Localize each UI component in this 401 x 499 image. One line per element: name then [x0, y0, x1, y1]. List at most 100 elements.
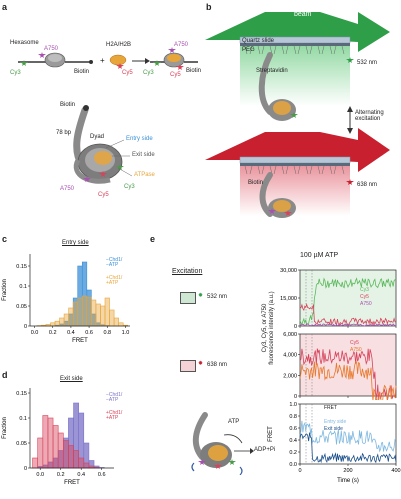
cy3-label-bottom: Cy3	[124, 184, 135, 190]
chd1-atp-illustration	[191, 412, 254, 475]
chart-d-legend-2: +Chd1/ +ATP	[106, 410, 123, 421]
x-tick-label: 200	[343, 468, 352, 474]
histogram-bar	[63, 313, 69, 327]
y-axis-label: FRET	[268, 426, 274, 442]
excitation-532-swatch	[180, 292, 196, 304]
chart-c-title: Entry side	[62, 240, 89, 246]
panel-label-a: a	[2, 2, 8, 12]
chd1-nucleosome-illustration	[73, 105, 133, 184]
legend-cy5: Cy5	[360, 294, 369, 300]
histogram-bar	[37, 437, 44, 469]
alternating-arrow-icon	[347, 106, 353, 134]
nm638-label: 638 nm	[357, 182, 378, 188]
biotin-label-right: Biotin	[186, 68, 202, 74]
cy5-label: Cy5	[122, 70, 133, 76]
green-star-icon	[346, 57, 354, 63]
histogram-bar	[42, 415, 49, 469]
atp-label: ATP	[228, 419, 240, 425]
x-tick-label: 0	[298, 468, 301, 474]
y-tick-label: 0.05	[16, 441, 27, 447]
y-tick-label: 0.0	[289, 462, 297, 468]
fret-subtitle: FRET	[324, 405, 338, 411]
histogram-bar	[109, 309, 115, 327]
x-tick-label: 0.4	[67, 330, 75, 336]
y-tick-label: 0.15	[16, 391, 27, 397]
y-tick-label: 30,000	[280, 268, 297, 274]
hexasome-icon	[18, 52, 93, 68]
histogram-bar	[113, 317, 119, 327]
biotin-label-b: Biotin	[248, 180, 264, 186]
exit-side-label: Exit side	[132, 152, 155, 158]
histogram-bar	[68, 307, 74, 327]
histogram-bar	[81, 295, 88, 327]
x-tick-label: 0.6	[98, 472, 106, 478]
histogram-bar	[83, 462, 90, 469]
legend-exit: Exit side	[324, 426, 343, 432]
peg-brush-red	[244, 165, 345, 175]
legend-a750-mid: A750	[350, 347, 362, 353]
histogram-entry-side: 0.0 0.2 0.4 0.6 0.8 1.0 0 0.05 0.1 0.15 FRET Fracti…	[2, 254, 130, 344]
histogram-bar	[72, 301, 79, 327]
y-tick-label: 6,000	[283, 332, 297, 338]
excitation-638-label: 638 nm	[207, 362, 228, 368]
panel-a-schematic	[18, 47, 198, 184]
y-tick-label: 4,000	[283, 353, 297, 359]
y-axis-label: Fraction	[2, 279, 8, 301]
cy3-trace	[299, 277, 397, 326]
h2a-h2b-label: H2A/H2B	[106, 42, 132, 48]
a750-label-bottom: A750	[60, 186, 75, 192]
excitation-label: Excitation	[172, 268, 203, 275]
legend-cy3: Cy3	[360, 287, 369, 293]
histogram-bar	[50, 322, 56, 327]
nucleosome-icon	[150, 47, 198, 70]
x-tick-label: 0.2	[57, 472, 65, 478]
plus-sign: +	[100, 56, 105, 65]
green-tirf-beam	[205, 12, 390, 106]
biotin-label-bottom: Biotin	[60, 102, 76, 108]
legend-entry: Entry side	[324, 419, 347, 425]
tirf-beam-label: TIRF beam	[294, 4, 312, 18]
x-tick-label: 0.0	[36, 472, 44, 478]
trace-fret: 0.0 0.2 0.4 0.6 0.8 1.0 0 200 400 Time (s) FRET	[268, 402, 401, 484]
legend-a750: A750	[360, 301, 372, 307]
x-axis-label: FRET	[72, 338, 88, 344]
cy5-label-bottom: Cy5	[98, 192, 109, 198]
y-tick-label: 0.1	[19, 284, 27, 290]
trace-532-excitation: 0 15,000 30,000	[280, 268, 397, 330]
biotin-label: Biotin	[74, 69, 90, 75]
atp-concentration-label: 100 µM ATP	[300, 252, 339, 259]
histogram-bar	[59, 317, 65, 327]
panel-label-d: d	[2, 370, 8, 380]
cy3-label: Cy3	[10, 70, 21, 76]
panel-b-schematic	[205, 12, 390, 218]
quartz-slide-label: Quartz slide	[242, 38, 275, 44]
a750-label-right: A750	[174, 42, 189, 48]
histogram-exit-side: 0.0 0.2 0.4 0.6 0 0.05 0.1 0.15 FRET Fraction	[2, 388, 114, 486]
plot-frame	[299, 403, 397, 465]
excitation-532-label: 532 nm	[207, 294, 228, 300]
histogram-bar	[62, 440, 69, 469]
excitation-638-swatch	[180, 360, 196, 372]
y-tick-label: 0.4	[289, 438, 297, 444]
x-tick-label: 1.0	[122, 330, 130, 336]
x-axis-label: FRET	[64, 480, 80, 486]
histogram-bar	[86, 296, 92, 327]
red-tirf-beam	[205, 128, 390, 216]
x-tick-label: 0.0	[31, 330, 39, 336]
tethered-nucleosome-red	[259, 172, 296, 218]
chart-d-legend-1: −Chd1/ −ATP	[106, 392, 123, 403]
chart-c-legend-2: +Chd1/ +ATP	[106, 275, 123, 286]
chart-d-title: Exit side	[60, 376, 83, 382]
alternating-label: Alternating excitation	[355, 110, 384, 122]
peg-brush-green	[244, 45, 345, 55]
histogram-bar	[118, 322, 124, 327]
cy5-label-right: Cy5	[170, 72, 181, 78]
y-tick-label: 0	[294, 394, 297, 400]
histogram-bar	[77, 297, 83, 327]
histogram-bar	[54, 320, 60, 327]
legend-cy5-mid: Cy5	[350, 340, 359, 346]
panel-label-c: c	[2, 234, 8, 244]
y-tick-label: 1.0	[289, 402, 297, 408]
y-tick-label: 15,000	[280, 296, 297, 302]
y-tick-label: 0.15	[16, 264, 27, 270]
